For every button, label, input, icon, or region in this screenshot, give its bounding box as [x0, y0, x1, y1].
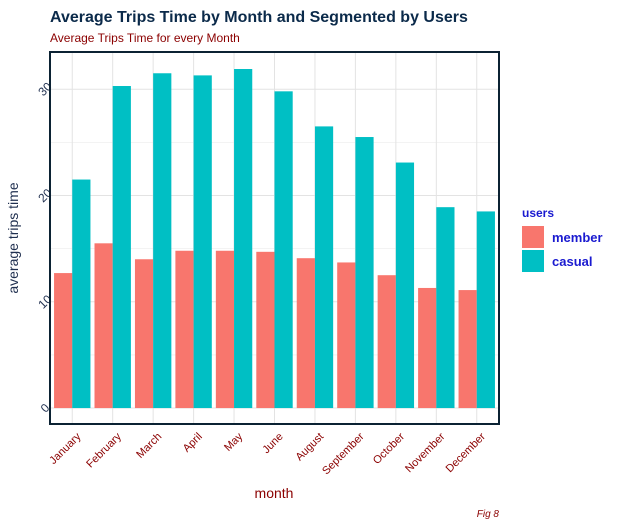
bar-casual-october: [395, 162, 415, 409]
bar-casual-june: [274, 91, 293, 409]
chart-title: Average Trips Time by Month and Segmente…: [50, 9, 468, 26]
bar-member-march: [134, 259, 154, 409]
bar-casual-february: [112, 86, 131, 409]
bar-member-february: [94, 243, 113, 409]
x-tick-label: March: [134, 431, 164, 461]
y-tick-label: 10: [35, 292, 55, 312]
legend-label-casual: casual: [552, 254, 592, 269]
x-axis-ticks: January February March April May June AugustSe…: [47, 430, 488, 477]
x-tick-label: February: [84, 430, 124, 470]
x-tick-label: May: [222, 430, 246, 454]
legend-label-member: member: [552, 230, 603, 245]
x-tick-label: August: [293, 431, 326, 464]
x-tick-label: September: [320, 430, 367, 477]
bar-member-november: [418, 287, 437, 409]
legend-title: users: [522, 206, 554, 220]
legend-swatch-member: [522, 226, 544, 248]
bar-casual-january: [72, 179, 91, 409]
bar-member-june: [256, 251, 275, 409]
bar-casual-may: [234, 69, 253, 409]
bar-member-august: [296, 258, 315, 409]
x-tick-label: October: [371, 430, 407, 466]
x-tick-label: June: [260, 431, 285, 456]
bar-member-september: [337, 262, 356, 409]
bar-member-april: [175, 250, 194, 409]
x-tick-label: December: [444, 430, 489, 475]
y-axis-title: average trips time: [5, 182, 21, 293]
x-tick-label: November: [403, 430, 448, 475]
bar-member-october: [377, 275, 396, 409]
plot-panel-border: [49, 51, 500, 425]
bar-casual-march: [153, 73, 172, 409]
bars: [54, 69, 495, 409]
x-tick-label: January: [47, 430, 84, 467]
y-tick-label: 20: [35, 186, 55, 206]
bar-casual-november: [436, 207, 455, 409]
y-tick-label: 30: [35, 79, 55, 99]
figure-caption: Fig 8: [477, 509, 500, 520]
x-axis-title: month: [255, 485, 294, 501]
chart-subtitle: Average Trips Time for every Month: [50, 31, 240, 45]
bar-member-december: [458, 290, 477, 409]
legend-swatch-casual: [522, 250, 544, 272]
bar-member-january: [54, 273, 73, 409]
bar-casual-august: [314, 126, 334, 409]
bar-casual-april: [193, 75, 212, 409]
bar-casual-september: [355, 137, 374, 409]
bar-member-may: [215, 250, 235, 409]
x-tick-label: April: [181, 431, 205, 455]
bar-casual-december: [476, 211, 495, 409]
legend: users member casual: [522, 206, 603, 272]
